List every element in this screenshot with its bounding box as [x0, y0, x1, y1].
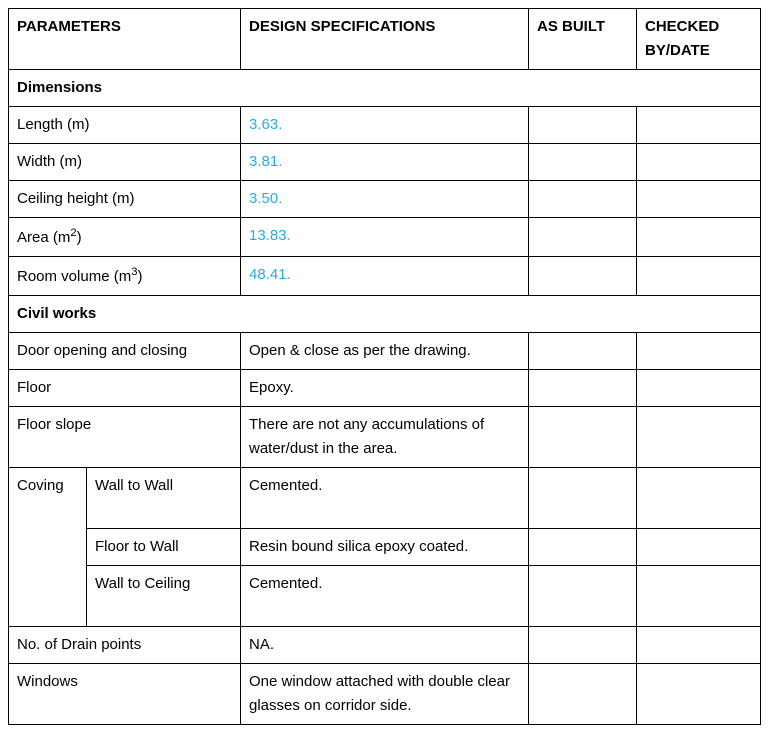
param-volume: Room volume (m3) — [9, 257, 241, 296]
asbuilt-coving-wall-to-wall — [529, 468, 637, 529]
param-coving: Coving — [9, 468, 87, 627]
checked-coving-floor-to-wall — [637, 529, 761, 566]
row-area: Area (m2) 13.83. — [9, 218, 761, 257]
asbuilt-length — [529, 107, 637, 144]
spec-area: 13.83. — [241, 218, 529, 257]
spec-drain: NA. — [241, 627, 529, 664]
checked-coving-wall-to-ceiling — [637, 566, 761, 627]
row-coving-wall-to-ceiling: Wall to Ceiling Cemented. — [9, 566, 761, 627]
param-volume-prefix: Room volume (m — [17, 268, 131, 285]
param-volume-suffix: ) — [137, 268, 142, 285]
spec-floor-slope: There are not any accumulations of water… — [241, 407, 529, 468]
section-label-civil-works: Civil works — [9, 296, 761, 333]
param-floor: Floor — [9, 370, 241, 407]
checked-floor-slope — [637, 407, 761, 468]
col-header-checked: CHECKED BY/DATE — [637, 9, 761, 70]
asbuilt-area — [529, 218, 637, 257]
param-area: Area (m2) — [9, 218, 241, 257]
section-row-civil-works: Civil works — [9, 296, 761, 333]
asbuilt-coving-wall-to-ceiling — [529, 566, 637, 627]
section-label-dimensions: Dimensions — [9, 70, 761, 107]
checked-volume — [637, 257, 761, 296]
row-floor-slope: Floor slope There are not any accumulati… — [9, 407, 761, 468]
asbuilt-door — [529, 333, 637, 370]
col-header-as-built: AS BUILT — [529, 9, 637, 70]
spec-volume: 48.41. — [241, 257, 529, 296]
checked-coving-wall-to-wall — [637, 468, 761, 529]
checked-length — [637, 107, 761, 144]
asbuilt-drain — [529, 627, 637, 664]
checked-windows — [637, 664, 761, 725]
asbuilt-ceiling — [529, 181, 637, 218]
spec-length: 3.63. — [241, 107, 529, 144]
row-windows: Windows One window attached with double … — [9, 664, 761, 725]
param-width: Width (m) — [9, 144, 241, 181]
param-ceiling: Ceiling height (m) — [9, 181, 241, 218]
spec-ceiling: 3.50. — [241, 181, 529, 218]
spec-coving-wall-to-ceiling: Cemented. — [241, 566, 529, 627]
row-drain: No. of Drain points NA. — [9, 627, 761, 664]
spec-table: PARAMETERS DESIGN SPECIFICATIONS AS BUIL… — [8, 8, 761, 725]
spec-door: Open & close as per the drawing. — [241, 333, 529, 370]
row-ceiling: Ceiling height (m) 3.50. — [9, 181, 761, 218]
sub-coving-wall-to-ceiling: Wall to Ceiling — [87, 566, 241, 627]
checked-ceiling — [637, 181, 761, 218]
spec-floor: Epoxy. — [241, 370, 529, 407]
col-header-design-spec: DESIGN SPECIFICATIONS — [241, 9, 529, 70]
row-width: Width (m) 3.81. — [9, 144, 761, 181]
row-door: Door opening and closing Open & close as… — [9, 333, 761, 370]
checked-door — [637, 333, 761, 370]
asbuilt-coving-floor-to-wall — [529, 529, 637, 566]
param-drain: No. of Drain points — [9, 627, 241, 664]
asbuilt-volume — [529, 257, 637, 296]
section-row-dimensions: Dimensions — [9, 70, 761, 107]
asbuilt-floor — [529, 370, 637, 407]
param-area-prefix: Area (m — [17, 229, 70, 246]
checked-area — [637, 218, 761, 257]
row-volume: Room volume (m3) 48.41. — [9, 257, 761, 296]
checked-width — [637, 144, 761, 181]
sub-coving-floor-to-wall: Floor to Wall — [87, 529, 241, 566]
param-area-suffix: ) — [77, 229, 82, 246]
param-door: Door opening and closing — [9, 333, 241, 370]
spec-coving-floor-to-wall: Resin bound silica epoxy coated. — [241, 529, 529, 566]
param-length: Length (m) — [9, 107, 241, 144]
checked-floor — [637, 370, 761, 407]
row-floor: Floor Epoxy. — [9, 370, 761, 407]
asbuilt-windows — [529, 664, 637, 725]
col-header-parameters: PARAMETERS — [9, 9, 241, 70]
row-coving-wall-to-wall: Coving Wall to Wall Cemented. — [9, 468, 761, 529]
param-floor-slope: Floor slope — [9, 407, 241, 468]
spec-width: 3.81. — [241, 144, 529, 181]
checked-drain — [637, 627, 761, 664]
row-coving-floor-to-wall: Floor to Wall Resin bound silica epoxy c… — [9, 529, 761, 566]
spec-coving-wall-to-wall: Cemented. — [241, 468, 529, 529]
param-windows: Windows — [9, 664, 241, 725]
spec-windows: One window attached with double clear gl… — [241, 664, 529, 725]
row-length: Length (m) 3.63. — [9, 107, 761, 144]
asbuilt-width — [529, 144, 637, 181]
asbuilt-floor-slope — [529, 407, 637, 468]
sub-coving-wall-to-wall: Wall to Wall — [87, 468, 241, 529]
table-header-row: PARAMETERS DESIGN SPECIFICATIONS AS BUIL… — [9, 9, 761, 70]
